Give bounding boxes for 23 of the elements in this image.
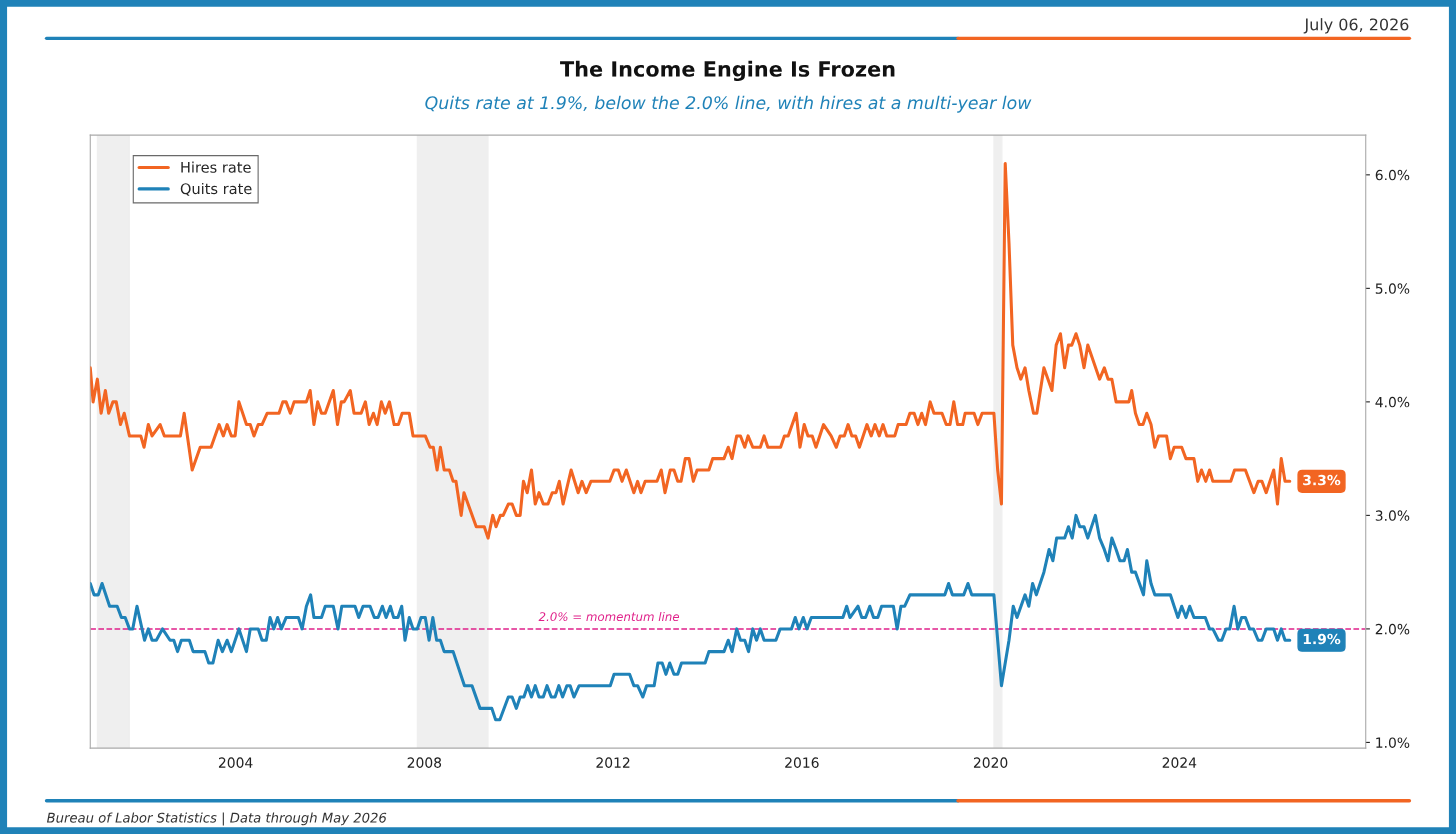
- x-tick-label: 2008: [407, 757, 442, 768]
- legend-label: Quits rate: [180, 182, 252, 196]
- chart-title: The Income Engine Is Frozen: [560, 60, 895, 82]
- y-tick-label: 1.0%: [1376, 737, 1410, 748]
- chart-subtitle: Quits rate at 1.9%, below the 2.0% line, with hires at a multi-year low: [425, 95, 1032, 113]
- line-series: [90, 513, 1292, 722]
- y-tick-label: 2.0%: [1375, 623, 1410, 635]
- x-tick-label: 2024: [1162, 757, 1197, 768]
- ref-line-label: 2.0% = momentum line: [538, 611, 680, 622]
- x-tick-label: 2004: [218, 757, 253, 768]
- x-tick-label: 2020: [973, 757, 1008, 768]
- annotation: 1.9%: [1303, 633, 1341, 645]
- y-tick-label: 4.0%: [1375, 396, 1410, 408]
- x-tick-label: 2012: [596, 757, 630, 768]
- text: July 06, 2026: [1303, 18, 1409, 34]
- y-tick-label: 3.0%: [1375, 510, 1410, 521]
- y-tick-label: 5.0%: [1375, 283, 1410, 294]
- y-tick-label: 6.0%: [1375, 169, 1410, 181]
- legend-label: Hires rate: [181, 161, 251, 173]
- annotation: 3.3%: [1303, 474, 1341, 486]
- line-series: [90, 161, 1292, 540]
- text: Bureau of Labor Statistics | Data through May 2026: [46, 812, 387, 826]
- x-tick-label: 2016: [785, 757, 819, 768]
